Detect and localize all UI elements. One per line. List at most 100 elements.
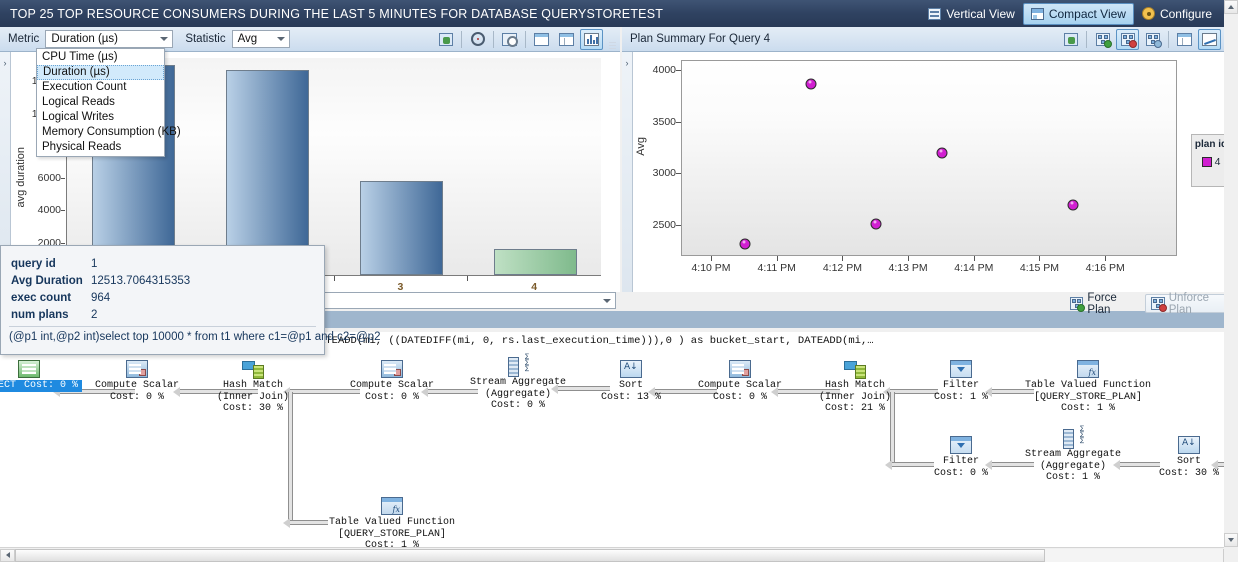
scatter-x-tick: 4:12 PM [822,262,862,274]
compare-plan-icon-button[interactable] [1141,29,1164,50]
plan-connector-arrowhead [283,518,290,528]
plan-node-label: Cost: 1 % [933,391,988,403]
scatter-point[interactable] [805,78,817,90]
plan-node-hash2[interactable]: Hash Match (Inner Join) Cost: 21 % [785,360,925,415]
compact-view-button[interactable]: Compact View [1022,2,1134,25]
tooltip-rows: query id 1 Avg Duration 12513.7064315353 exe… [1,256,324,324]
plan-node-hash1[interactable]: Hash Match (Inner Join) Cost: 30 % [183,360,323,415]
plan-node-label: Sort [618,380,643,391]
plan-node-tvf1[interactable]: Table Valued Function[QUERY_STORE_PLAN]C… [1018,360,1158,415]
plan-node-label: [QUERY_STORE_PLAN] [1033,391,1143,403]
bar-chart-x-separator [467,276,469,281]
refresh-icon-button[interactable] [1059,29,1082,50]
scatter-point[interactable] [870,218,882,230]
plan-connector-arrowhead [985,460,992,470]
tooltip-value: 2 [91,309,98,321]
force-plan-button[interactable]: Force Plan [1065,291,1145,316]
bar-chart-bar[interactable] [493,249,577,275]
scroll-thumb[interactable] [15,548,1045,562]
plan-node-compute2[interactable]: Compute Scalar Cost: 0 % [322,360,462,403]
filter-icon [950,436,972,454]
query-selector-combo[interactable] [323,292,616,309]
grid-view-button[interactable] [530,29,553,50]
scatter-plot [681,60,1177,256]
scatter-x-separator [973,256,975,261]
refresh-icon-button[interactable] [434,29,457,50]
scatter-x-separator [776,256,778,261]
legend-entry[interactable]: 4 [1192,156,1230,168]
scroll-up-button[interactable] [1224,0,1238,14]
grid-view-icon [534,32,549,46]
bar-chart-view-button[interactable] [580,28,603,50]
compare-plan-icon [1145,32,1162,48]
plan-node-stream2[interactable]: Stream Aggregate(Aggregate)Cost: 1 % [1003,426,1143,484]
metric-option-3[interactable]: Logical Reads [42,96,115,108]
execution-plan-diagram[interactable]: l, SUM(rs.count_executions) as count_exe… [0,332,1238,547]
plan-node-filter1[interactable]: Filter Cost: 1 % [891,360,1031,403]
force-plan-label: Force Plan [1087,291,1117,316]
vertical-view-label: Vertical View [946,6,1015,21]
scatter-point[interactable] [936,147,948,159]
unforce-plan-icon-button[interactable] [1116,28,1139,50]
bar-chart-x-tick: 3 [397,281,404,293]
left-toolbar-overflow-grip[interactable] [607,31,618,49]
right-panel-toolbar: Plan Summary For Query 4 [622,27,1238,52]
metric-option-4[interactable]: Logical Writes [42,111,115,123]
plan-node-filter2[interactable]: Filter Cost: 0 % [891,436,1031,479]
scatter-point[interactable] [739,238,751,250]
window-vertical-scrollbar[interactable] [1224,0,1238,562]
plan-grid-view-button[interactable] [1173,29,1196,50]
plan-node-tvf2[interactable]: Table Valued Function[QUERY_STORE_PLAN]C… [322,497,462,547]
refresh-icon [1063,32,1078,46]
scroll-left-button[interactable] [0,548,15,562]
plan-node-label: Cost: 1 % [364,540,419,547]
plan-chart-view-button[interactable] [1198,28,1221,50]
force-plan-toolbar: Force Plan Unforce Plan [1065,291,1238,316]
metric-option-2[interactable]: Execution Count [42,81,127,93]
zoom-out-icon-button[interactable] [498,29,521,50]
window-title-bar: TOP 25 TOP RESOURCE CONSUMERS DURING THE… [0,0,1238,27]
scroll-down-button[interactable] [1224,533,1238,547]
plan-node-label: Stream Aggregate [469,377,566,388]
metric-option-0[interactable]: CPU Time (µs) [42,51,118,63]
plan-connector-arrowhead [771,387,778,397]
plan-node-label: Cost: 0 % [109,391,164,403]
track-query-icon-button[interactable] [466,29,489,50]
plan-node-compute3[interactable]: Compute Scalar Cost: 0 % [670,360,810,403]
scatter-point[interactable] [1067,199,1079,211]
plan-connector [890,389,938,394]
unforce-plan-button[interactable]: Unforce Plan [1145,292,1238,316]
metric-option-1[interactable]: Duration (µs) [37,65,164,80]
metric-combo[interactable]: Duration (µs) [45,30,174,48]
plan-node-label: Cost: 0 % [364,391,419,403]
tooltip-value: 12513.7064315353 [91,275,191,287]
compact-view-icon [1030,7,1044,20]
plan-connector-arrowhead [883,387,890,397]
window-horizontal-scrollbar[interactable] [0,547,1238,562]
scatter-x-separator [1105,256,1107,261]
metric-dropdown-list[interactable]: CPU Time (µs) Duration (µs) Execution Coun… [36,48,181,157]
plan-node-compute1[interactable]: Compute Scalar Cost: 0 % [67,360,207,403]
scatter-y-tick: 4000 [645,64,681,76]
scroll-track[interactable] [15,548,1223,562]
table-valued-function-icon [381,497,403,515]
force-plan-icon-button[interactable] [1091,29,1114,50]
hash-match-icon [242,360,264,379]
plan-node-stream1[interactable]: Stream Aggregate(Aggregate)Cost: 0 % [448,354,588,412]
left-panel-expander[interactable]: › [0,52,11,292]
plan-node-label: (Aggregate) [484,388,551,400]
metric-option-5[interactable]: Memory Consumption (KB) [42,126,181,138]
compute-scalar-corner [742,369,749,376]
right-panel-expander[interactable]: › [622,52,633,292]
plan-connector-arrowhead [551,384,558,394]
vertical-view-button[interactable]: Vertical View [920,3,1022,25]
grid-detail-button[interactable] [555,29,578,50]
bar-chart-bar[interactable] [359,181,443,275]
metric-option-6[interactable]: Physical Reads [42,141,122,153]
plan-node-select[interactable]: SELECTCost: 0 % [0,360,99,392]
statistic-combo[interactable]: Avg [231,30,290,48]
configure-button[interactable]: Configure [1134,3,1220,25]
